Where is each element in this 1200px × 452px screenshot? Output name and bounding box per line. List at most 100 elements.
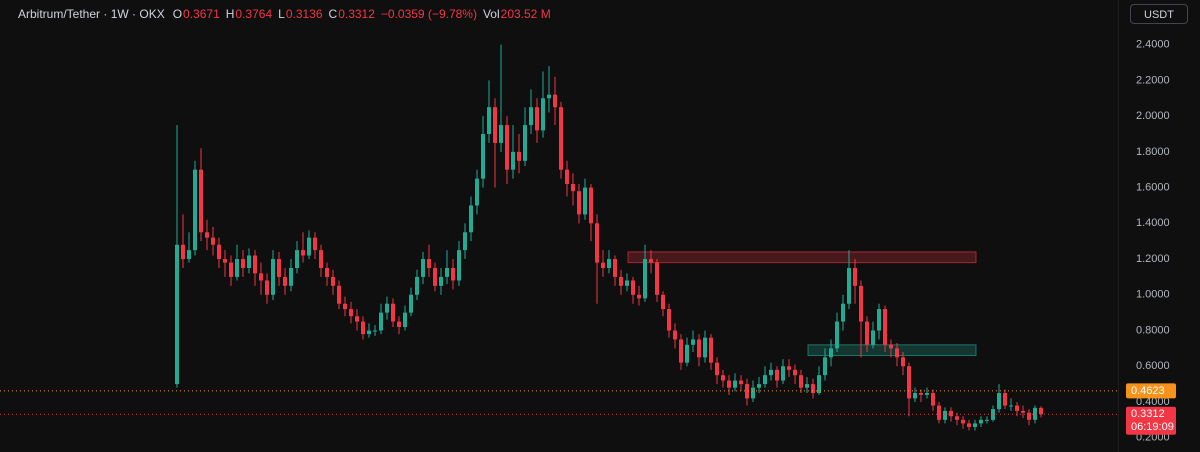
candle-body xyxy=(733,380,737,388)
candle-body xyxy=(547,94,551,99)
candle-body xyxy=(967,423,971,427)
candle-body xyxy=(295,250,299,268)
candle-body xyxy=(985,419,989,421)
price-label: 0.3312 xyxy=(1131,408,1165,420)
y-tick-label: 0.8000 xyxy=(1136,324,1170,336)
candle-body xyxy=(415,276,419,295)
candle-body xyxy=(673,330,677,340)
candle-body xyxy=(661,294,665,310)
candle-body xyxy=(565,169,569,185)
candle-body xyxy=(559,107,563,170)
candle-body xyxy=(391,303,395,322)
candle-body xyxy=(247,255,251,268)
value: 0.3136 xyxy=(285,7,323,21)
candle-body xyxy=(847,267,851,304)
currency-button[interactable]: USDT xyxy=(1130,4,1188,24)
candle-body xyxy=(469,205,473,233)
candle-body xyxy=(637,294,641,299)
candle-body xyxy=(1033,407,1037,420)
candle-body xyxy=(289,267,293,286)
candle-body xyxy=(277,259,281,277)
candle-body xyxy=(835,321,839,349)
candle-body xyxy=(307,237,311,256)
candle-body xyxy=(799,375,803,388)
candle-body xyxy=(697,339,701,358)
candle-body xyxy=(313,237,317,251)
candle-body xyxy=(379,312,383,331)
candle-body xyxy=(259,273,263,281)
candle-body xyxy=(709,337,713,363)
candle-body xyxy=(685,344,689,363)
candle-body xyxy=(283,276,287,286)
candle-body xyxy=(481,133,485,179)
candle-body xyxy=(403,312,407,327)
candle-body xyxy=(271,259,275,295)
candle-body xyxy=(331,276,335,286)
y-tick-label: 1.8000 xyxy=(1136,146,1170,158)
price-label: 0.4623 xyxy=(1131,385,1165,397)
candle-body xyxy=(919,393,923,395)
candle-body xyxy=(235,259,239,277)
candle-body xyxy=(823,357,827,376)
candle-body xyxy=(217,244,221,260)
candle-body xyxy=(553,94,557,108)
candle-body xyxy=(1027,412,1031,420)
candle-body xyxy=(1003,393,1007,406)
value: 0.3764 xyxy=(235,7,273,21)
candle-body xyxy=(679,339,683,363)
candle-body xyxy=(625,280,629,286)
candle-body xyxy=(859,285,863,322)
candle-body xyxy=(1039,407,1043,415)
candle-body xyxy=(505,125,509,170)
candle-body xyxy=(535,107,539,131)
candle-body xyxy=(301,250,305,256)
candle-body xyxy=(337,285,341,304)
candle-body xyxy=(577,191,581,215)
candle-body xyxy=(943,410,947,420)
y-tick-label: 1.2000 xyxy=(1136,253,1170,265)
symbol: Arbitrum/Tether · 1W · OKX xyxy=(18,7,165,21)
candle-body xyxy=(619,276,623,286)
candle-body xyxy=(205,232,209,238)
candle-body xyxy=(769,369,773,376)
candle-body xyxy=(763,375,767,385)
candle-body xyxy=(853,267,857,286)
candle-body xyxy=(511,151,515,170)
candle-body xyxy=(631,280,635,295)
candle-body xyxy=(253,255,257,274)
candle-body xyxy=(211,237,215,245)
candle-body xyxy=(475,178,479,206)
candle-body xyxy=(745,384,749,399)
candle-body xyxy=(841,303,845,322)
candle-body xyxy=(865,321,869,345)
candle-body xyxy=(265,280,269,295)
candle-body xyxy=(397,321,401,327)
candle-body xyxy=(517,151,521,161)
candle-body xyxy=(187,250,191,260)
y-tick-label: 2.0000 xyxy=(1136,110,1170,122)
candle-body xyxy=(367,330,371,335)
candle-body xyxy=(421,259,425,277)
candle-body xyxy=(373,330,377,332)
candle-body xyxy=(655,262,659,295)
y-tick-label: 2.4000 xyxy=(1136,39,1170,51)
candle-body xyxy=(643,259,647,299)
candle-body xyxy=(595,223,599,263)
price-label-box xyxy=(1126,383,1176,399)
candle-body xyxy=(925,393,929,395)
candle-body xyxy=(805,384,809,388)
candle-body xyxy=(751,387,755,399)
candle-body xyxy=(439,276,443,286)
price-label-box xyxy=(1126,406,1176,435)
candle-body xyxy=(775,369,779,381)
label: C xyxy=(328,7,338,21)
candle-body xyxy=(721,375,725,381)
candle-body xyxy=(829,348,833,358)
candle-body xyxy=(523,125,527,161)
candle-body xyxy=(355,316,359,322)
candle-body xyxy=(223,259,227,263)
candle-body xyxy=(451,267,455,281)
candle-body xyxy=(811,384,815,394)
